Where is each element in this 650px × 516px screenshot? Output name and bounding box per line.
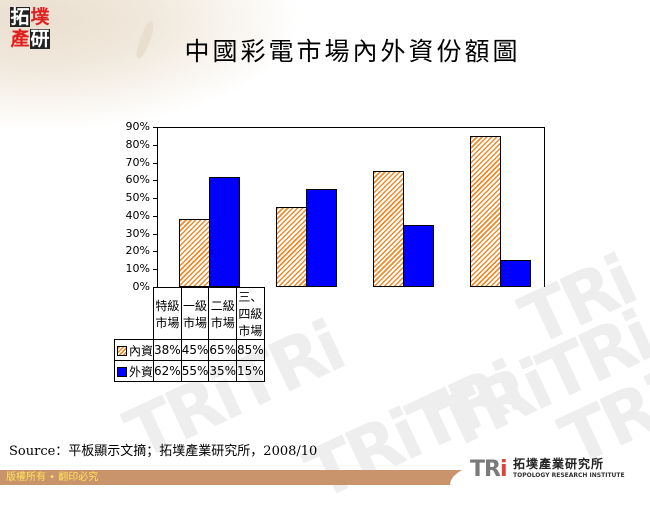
value-cell: 85%: [236, 339, 265, 361]
slide-title: 中國彩電市場內外資份額圖: [184, 37, 521, 66]
solid-swatch-icon: [117, 366, 127, 377]
value-cell: 15%: [236, 360, 265, 382]
bar-foreign: [306, 189, 337, 287]
category-label: 三、四級市場: [236, 287, 265, 340]
bar-domestic: [470, 136, 501, 287]
category-row: 特級市場 一級市場 二級市場 三、四級市場: [114, 287, 265, 340]
legend-domestic: 內資: [113, 339, 155, 361]
y-tick-label: 10%: [125, 262, 150, 276]
category-label: 一級市場: [180, 287, 210, 340]
category-label: 二級市場: [208, 287, 238, 340]
y-tick-label: 60%: [125, 173, 150, 187]
hatch-swatch-icon: [117, 345, 127, 356]
y-tick-label: 20%: [125, 244, 150, 258]
y-tick-mark: [153, 180, 157, 181]
copyright-notice: 版權所有 • 翻印必究: [6, 472, 99, 483]
company-logo: 拓 墣 產 研: [8, 5, 52, 53]
value-cell: 35%: [208, 360, 238, 382]
source-note: Source：平板顯示文摘；拓墣產業研究所，2008/10: [9, 444, 318, 459]
data-table: 特級市場 一級市場 二級市場 三、四級市場 內資 38% 45% 65% 85%…: [113, 287, 265, 382]
y-tick-label: 30%: [125, 226, 150, 240]
bar-foreign: [403, 225, 434, 287]
plot-area: [157, 127, 545, 287]
org-name-english: TOPOLOGY RESEARCH INSTITUTE: [513, 472, 625, 479]
value-cell: 62%: [153, 360, 182, 382]
value-cell: 65%: [208, 339, 238, 361]
y-tick-label: 90%: [125, 120, 150, 133]
bar-foreign: [500, 260, 531, 287]
y-tick-mark: [153, 145, 157, 146]
y-tick-mark: [153, 163, 157, 164]
map-background: [0, 0, 380, 140]
logo-char: 拓: [10, 6, 30, 28]
logo-char: 墣: [30, 6, 50, 28]
bar-domestic: [373, 171, 404, 287]
tri-logo-mark: TRi: [470, 457, 507, 482]
y-tick-label: 40%: [125, 208, 150, 222]
bar-domestic: [179, 219, 210, 287]
y-tick-label: 50%: [125, 191, 150, 205]
logo-char: 研: [30, 28, 50, 50]
value-cell: 45%: [180, 339, 210, 361]
y-tick-mark: [153, 198, 157, 199]
bar-domestic: [276, 207, 307, 287]
footer-band: [0, 460, 650, 485]
legend-foreign: 外資: [113, 360, 155, 382]
org-name-chinese: 拓墣產業研究所: [513, 457, 605, 471]
y-tick-mark: [153, 251, 157, 252]
series-row-foreign: 外資 62% 55% 35% 15%: [113, 360, 265, 382]
logo-char: 產: [10, 28, 30, 50]
series-row-domestic: 內資 38% 45% 65% 85%: [113, 339, 265, 361]
value-cell: 55%: [180, 360, 210, 382]
y-tick-mark: [153, 234, 157, 235]
y-tick-mark: [153, 216, 157, 217]
y-tick-mark: [153, 127, 157, 128]
y-tick-label: 80%: [125, 137, 150, 151]
category-label: 特級市場: [153, 287, 182, 340]
bar-foreign: [209, 177, 240, 287]
value-cell: 38%: [153, 339, 182, 361]
y-tick-mark: [153, 269, 157, 270]
y-tick-label: 70%: [125, 155, 150, 169]
